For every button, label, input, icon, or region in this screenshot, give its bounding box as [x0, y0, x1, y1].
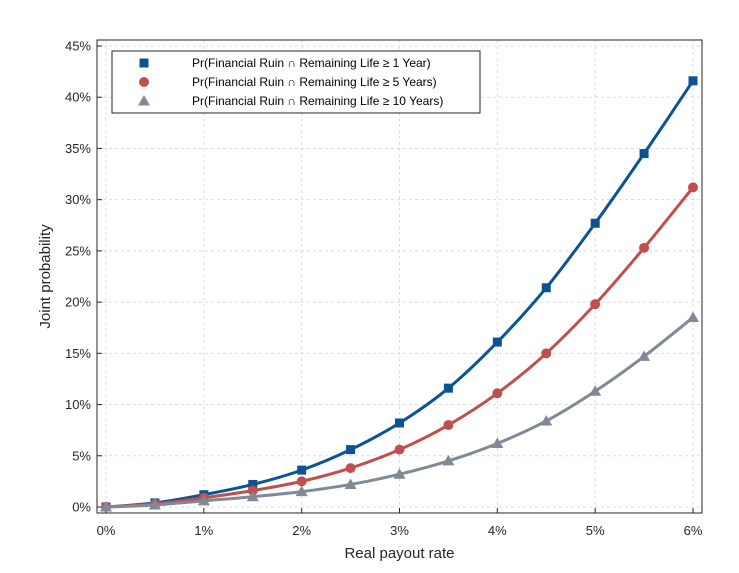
legend: Pr(Financial Ruin ∩ Remaining Life ≥ 1 Y…: [111, 50, 481, 114]
series-3-point: [491, 437, 504, 448]
x-tick-label: 6%: [684, 523, 703, 538]
series-1-point: [688, 76, 698, 86]
series-2-point: [492, 388, 503, 399]
series-3-point: [589, 385, 602, 396]
series-2-point: [688, 182, 698, 193]
series-2-point: [443, 420, 454, 431]
series-1-point: [590, 218, 600, 228]
series-3-point: [246, 490, 259, 502]
legend-entry-1: Pr(Financial Ruin ∩ Remaining Life ≥ 1 Y…: [192, 56, 431, 70]
series-3-point: [540, 414, 553, 426]
series-1-point: [443, 383, 453, 393]
legend-entry-3: Pr(Financial Ruin ∩ Remaining Life ≥ 10 …: [192, 94, 443, 108]
y-tick-label: 15%: [65, 346, 91, 361]
series-3-point: [197, 494, 210, 506]
series-3-point: [148, 498, 161, 510]
series-group: [100, 76, 699, 512]
x-tick-label: 2%: [292, 523, 311, 538]
legend-marker-2: [139, 77, 149, 87]
series-1-point: [492, 337, 502, 347]
series-3-point: [393, 468, 406, 479]
legend-marker-1: [139, 58, 149, 68]
series-3-point: [687, 311, 699, 322]
y-tick-label: 25%: [65, 243, 91, 258]
x-tick-label: 5%: [586, 523, 605, 538]
y-tick-label: 35%: [65, 141, 91, 156]
y-tick-label: 40%: [65, 90, 91, 105]
series-3-point: [638, 350, 651, 361]
y-tick-label: 5%: [72, 448, 91, 463]
series-2-point: [296, 476, 307, 487]
series-3-point: [344, 478, 357, 489]
series-1-point: [395, 418, 404, 428]
series-2-point: [247, 485, 258, 496]
series-1-point: [541, 283, 551, 293]
x-tick-label: 3%: [390, 523, 409, 538]
series-2-point: [590, 299, 601, 310]
axis-ticks: 0% 1% 2% 3% 4% 5% 6% 0% 5% 10% 15% 20% 25% 30% 35% 40% 4…: [65, 39, 703, 539]
legend-marker-3: [138, 95, 150, 106]
series-2-point: [639, 242, 650, 253]
x-tick-label: 0%: [97, 523, 116, 538]
x-tick-label: 4%: [488, 523, 507, 538]
series-1-point: [639, 149, 649, 159]
y-tick-label: 10%: [65, 397, 91, 412]
series-1-point: [346, 445, 356, 455]
y-axis-label: Joint probability: [37, 224, 54, 329]
y-tick-label: 30%: [65, 192, 91, 207]
series-3: [100, 311, 699, 512]
series-1-point: [248, 479, 258, 489]
y-tick-label: 20%: [65, 295, 91, 310]
series-2-point: [394, 444, 405, 455]
series-3-point: [100, 501, 112, 512]
legend-entry-2: Pr(Financial Ruin ∩ Remaining Life ≥ 5 Y…: [192, 75, 437, 89]
series-2-point: [345, 463, 356, 474]
y-tick-label: 0%: [72, 500, 91, 515]
x-axis-label: Real payout rate: [344, 545, 454, 562]
series-2-point: [541, 348, 552, 359]
series-1-point: [297, 465, 307, 475]
y-tick-label: 45%: [65, 39, 91, 54]
series-3-point: [295, 485, 308, 497]
x-tick-label: 1%: [194, 523, 213, 538]
legend-box: [111, 50, 481, 114]
series-3-point: [442, 454, 455, 466]
